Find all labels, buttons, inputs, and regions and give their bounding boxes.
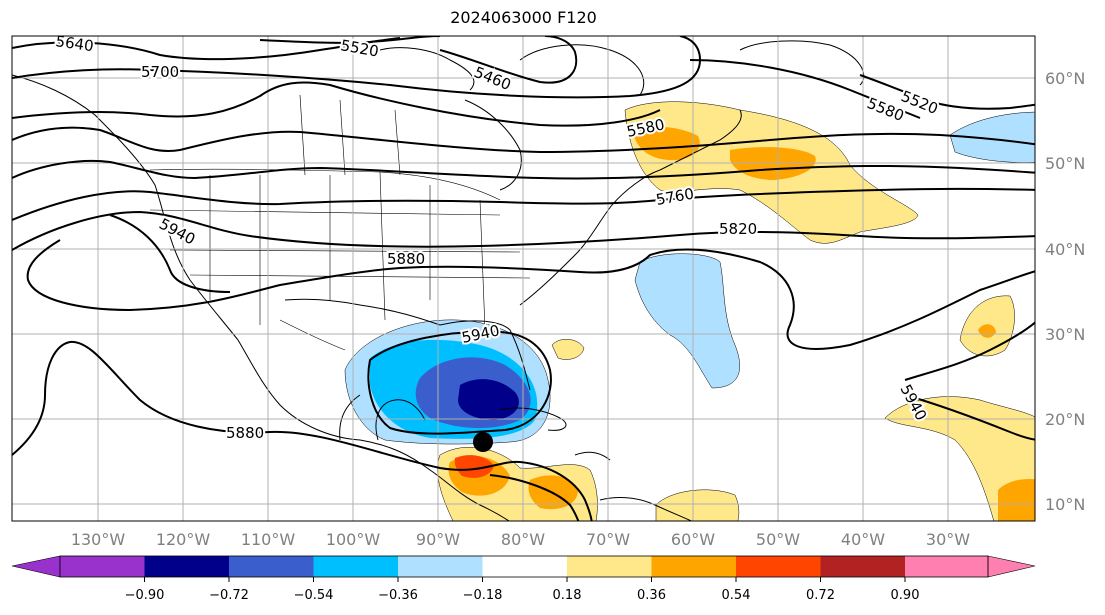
bahamas-positive-anomaly xyxy=(551,339,585,360)
contour-label: 5700 xyxy=(141,63,179,81)
colorbar-tick-label: −0.90 xyxy=(125,588,165,603)
contour-tropical xyxy=(489,474,580,521)
colorbar-extend-high xyxy=(987,555,1036,578)
contour-label: 5820 xyxy=(719,220,757,238)
lon-label: 40°W xyxy=(841,530,885,549)
lon-label: 30°W xyxy=(926,530,970,549)
map-title: 2024063000 F120 xyxy=(450,8,597,27)
anomaly-shading xyxy=(344,101,1035,521)
colorbar-tick-labels: −0.90 −0.72 −0.54 −0.36 −0.18 0.18 0.36 … xyxy=(125,588,920,603)
colorbar-tick-label: −0.72 xyxy=(209,588,249,603)
storm-center-marker xyxy=(473,432,493,452)
colorbar-segment xyxy=(905,556,988,577)
contour-north-1 xyxy=(12,126,1035,154)
lat-label: 10°N xyxy=(1045,495,1085,514)
coastlines xyxy=(12,40,865,521)
lon-label: 70°W xyxy=(586,530,630,549)
contour-5820 xyxy=(12,210,1035,251)
lat-label: 60°N xyxy=(1045,69,1085,88)
contour-5580-east xyxy=(689,59,921,119)
colorbar-extend-low xyxy=(11,555,61,578)
height-contours xyxy=(12,36,1035,521)
colorbar-tick-label: −0.18 xyxy=(463,588,503,603)
north-atlantic-positive-core-b xyxy=(730,147,816,180)
lat-label: 20°N xyxy=(1045,410,1085,429)
colorbar-tick-label: 0.72 xyxy=(806,588,835,603)
colorbar-segment xyxy=(482,556,567,577)
lat-label: 50°N xyxy=(1045,154,1085,173)
contour-5940-east xyxy=(904,321,1035,381)
contour-5880-south xyxy=(12,340,593,521)
contour-5520-east xyxy=(859,74,1035,110)
lon-label: 120°W xyxy=(156,530,211,549)
colorbar-segment xyxy=(144,556,229,577)
colorbar-tick-label: −0.36 xyxy=(378,588,418,603)
colorbar-tick-label: 0.90 xyxy=(891,588,920,603)
contour-label: 5880 xyxy=(387,250,425,268)
colorbar-segment xyxy=(820,556,905,577)
colorbar-tick-label: 0.54 xyxy=(722,588,751,603)
lon-label: 110°W xyxy=(241,530,296,549)
negative-anomaly-core xyxy=(458,379,519,420)
colorbar: −0.90 −0.72 −0.54 −0.36 −0.18 0.18 0.36 … xyxy=(11,555,1036,603)
lon-label: 100°W xyxy=(326,530,381,549)
colorbar-segment xyxy=(736,556,821,577)
contour-label: 5880 xyxy=(226,424,264,442)
colorbar-segment xyxy=(229,556,314,577)
atlantic-positive-patch-south xyxy=(655,489,740,521)
contour-5940-southeast xyxy=(904,394,1035,441)
colorbar-segment xyxy=(398,556,483,577)
central-america-positive-core xyxy=(454,455,494,478)
lat-label: 40°N xyxy=(1045,240,1085,259)
contour-5880-north xyxy=(26,239,1035,350)
atlantic-negative-anomaly xyxy=(634,253,740,389)
longitude-labels: 130°W 120°W 110°W 100°W 90°W 80°W 70°W 6… xyxy=(71,530,970,549)
contour-5640 xyxy=(12,37,401,61)
east-atlantic-positive-corner xyxy=(998,479,1035,521)
northeast-negative-anomaly xyxy=(949,111,1035,163)
colorbar-segment xyxy=(567,556,652,577)
north-atlantic-positive-core-a xyxy=(632,126,700,161)
lon-label: 50°W xyxy=(756,530,800,549)
contour-5520 xyxy=(259,36,441,44)
contour-5940-gulf xyxy=(367,330,552,435)
lon-label: 90°W xyxy=(416,530,460,549)
colorbar-tick-label: 0.36 xyxy=(637,588,666,603)
contour-5760 xyxy=(12,187,1035,221)
lon-label: 60°W xyxy=(671,530,715,549)
colorbar-segment xyxy=(313,556,398,577)
colorbar-segment xyxy=(651,556,736,577)
latitude-labels: 60°N 50°N 40°N 30°N 20°N 10°N xyxy=(1045,69,1085,514)
colorbar-tick-label: 0.18 xyxy=(553,588,582,603)
contour-5580-west xyxy=(12,81,661,127)
contour-5700 xyxy=(12,36,702,99)
contour-north-2 xyxy=(12,159,1035,180)
contour-5460 xyxy=(439,36,578,84)
lon-label: 80°W xyxy=(501,530,545,549)
colorbar-ticks xyxy=(144,577,906,582)
lat-label: 30°N xyxy=(1045,325,1085,344)
colorbar-tick-label: −0.54 xyxy=(294,588,334,603)
colorbar-segment xyxy=(60,556,145,577)
map-frame xyxy=(11,35,1036,522)
lon-label: 130°W xyxy=(71,530,126,549)
contour-5940-north xyxy=(109,214,231,293)
